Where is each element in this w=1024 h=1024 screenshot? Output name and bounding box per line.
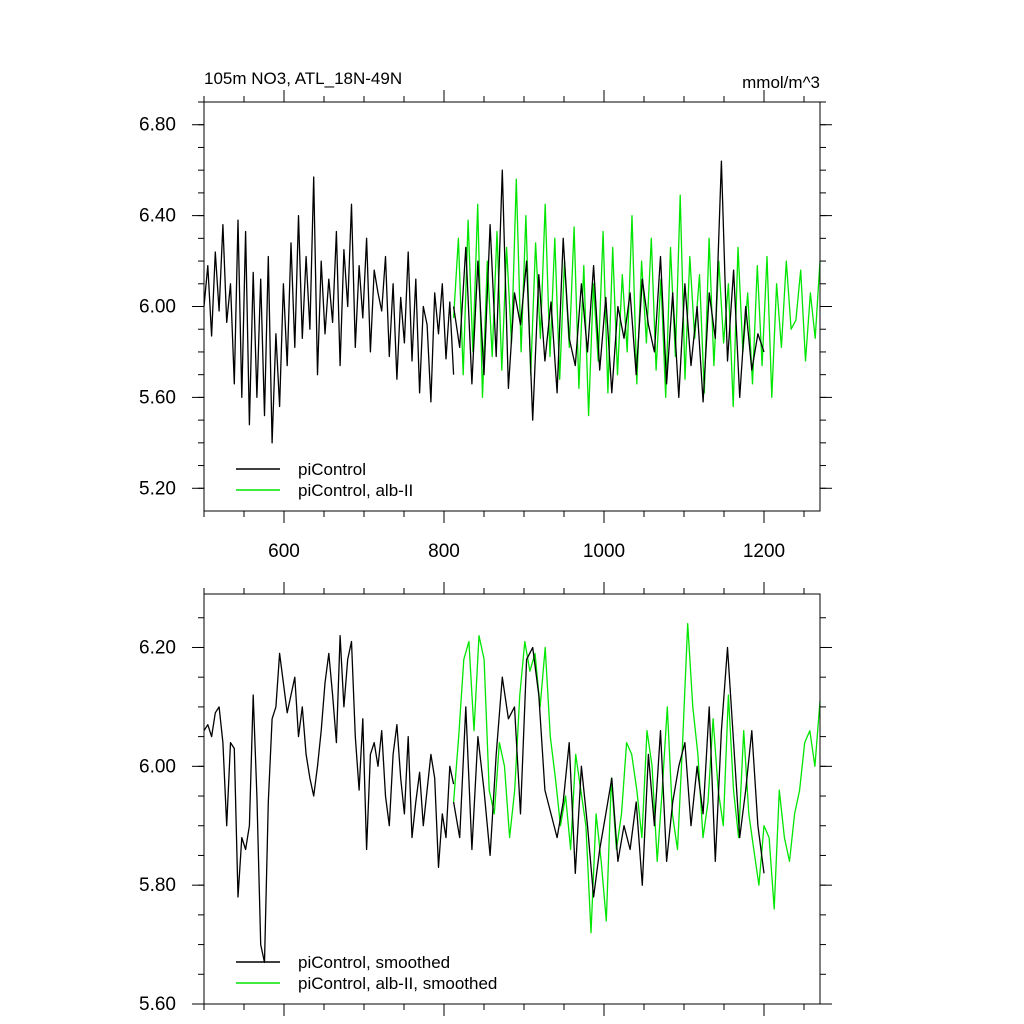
bottom-ytick-label: 5.80 <box>139 875 176 896</box>
top-xtick-label: 800 <box>428 541 460 562</box>
top-series <box>203 160 821 444</box>
bottom-ytick-label: 6.20 <box>139 637 176 658</box>
top-series-picontrol-alb-ii <box>452 178 821 417</box>
top-xtick-label: 1000 <box>583 541 625 562</box>
top-plot-frame <box>203 101 821 512</box>
top-series-picontrol-a <box>203 176 455 444</box>
bottom-series-picontrol-smoothed-b <box>452 646 765 898</box>
top-legend: piControl piControl, alb-II <box>236 460 413 500</box>
bottom-legend: piControl, smoothed piControl, alb-II, s… <box>236 953 497 993</box>
top-ytick-label: 5.60 <box>139 387 176 408</box>
bottom-series-picontrol-alb-ii-smoothed <box>452 623 821 934</box>
title-right: mmol/m^3 <box>742 73 820 92</box>
top-series-picontrol-b <box>452 160 765 421</box>
top-panel: 105m NO3, ATL_18N-49N mmol/m^3 5.20 5.60 6… <box>139 69 832 562</box>
top-ytick-label: 5.20 <box>139 478 176 499</box>
bottom-axis-ticks: 5.60 5.80 6.00 6.20 <box>139 582 832 1016</box>
top-xtick-label: 1200 <box>743 541 785 562</box>
top-ytick-label: 6.40 <box>139 206 176 227</box>
top-xtick-label: 600 <box>268 541 300 562</box>
bottom-ytick-label: 5.60 <box>139 994 176 1015</box>
top-ytick-label: 6.00 <box>139 297 176 318</box>
title-left: 105m NO3, ATL_18N-49N <box>204 69 402 88</box>
legend-label-smoothed: piControl, smoothed <box>298 953 450 972</box>
legend-label-albII: piControl, alb-II <box>298 481 413 500</box>
bottom-series <box>203 623 821 964</box>
legend-label-picontrol: piControl <box>298 460 366 479</box>
legend-label-albII-smoothed: piControl, alb-II, smoothed <box>298 974 497 993</box>
bottom-panel: 5.60 5.80 6.00 6.20 piControl, smoothed piC… <box>139 582 832 1016</box>
bottom-series-picontrol-smoothed-a <box>203 634 455 964</box>
bottom-ytick-label: 6.00 <box>139 756 176 777</box>
top-axis-ticks: 5.20 5.60 6.00 6.40 6.80 600 800 1000 1200 <box>139 90 832 562</box>
top-ytick-label: 6.80 <box>139 115 176 136</box>
bottom-plot-frame <box>203 593 821 1005</box>
